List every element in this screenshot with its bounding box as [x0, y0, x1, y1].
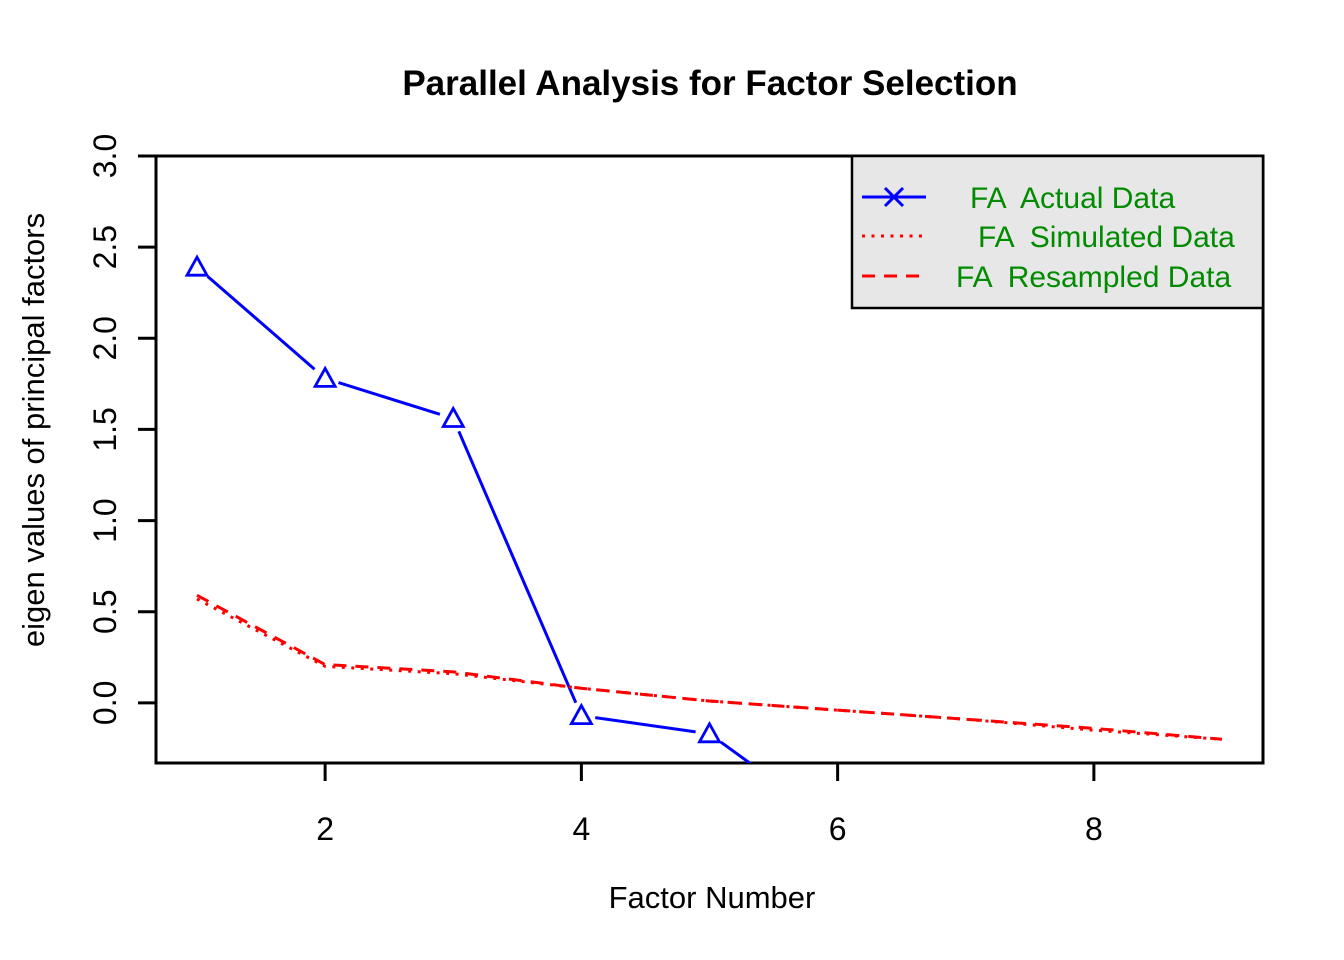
x-tick-label: 4: [572, 811, 590, 847]
x-tick-label: 2: [316, 811, 334, 847]
series-segment: [457, 430, 578, 704]
plot-box: [154, 154, 1265, 765]
plot-area: 0.0 0.5 1.0 1.5 2.0 2.5 3.0 2 4 6 8: [87, 134, 1265, 847]
series-segment: [338, 381, 441, 416]
x-marker-icon: [883, 186, 905, 208]
y-tick-label: 0.0: [87, 681, 123, 725]
x-axis-title: Factor Number: [609, 880, 816, 915]
legend-label-actual: FA Actual Data: [970, 182, 1175, 215]
triangle-marker-icon: [697, 720, 722, 744]
series-line: [196, 597, 1223, 741]
legend: FA Actual Data FA Simulated Data FA Resa…: [850, 154, 1265, 310]
y-tick-label: 1.5: [87, 407, 123, 451]
series-1: [196, 597, 1223, 741]
y-tick-label: 1.0: [87, 498, 123, 542]
legend-box: [850, 154, 1265, 310]
y-axis-title: eigen values of principal factors: [16, 213, 51, 647]
series-segment: [595, 716, 696, 734]
series-segment: [719, 740, 753, 763]
series-segment: [206, 275, 316, 371]
x-tick-label: 6: [829, 811, 847, 847]
legend-label-resampled: FA Resampled Data: [956, 261, 1231, 294]
series-0: [184, 254, 753, 763]
series-2: [196, 593, 1223, 741]
legend-label-simulated: FA Simulated Data: [978, 221, 1235, 254]
triangle-marker-icon: [312, 365, 338, 388]
triangle-marker-icon: [184, 254, 210, 277]
triangle-marker-icon: [440, 405, 466, 428]
y-tick-label: 2.5: [87, 225, 123, 269]
triangle-marker-icon: [568, 702, 594, 726]
y-tick-label: 0.5: [87, 589, 123, 633]
y-tick-label: 2.0: [87, 316, 123, 360]
chart-title: Parallel Analysis for Factor Selection: [402, 64, 1017, 103]
x-tick-label: 8: [1085, 811, 1103, 847]
y-tick-label: 3.0: [87, 134, 123, 178]
series-line: [196, 593, 1223, 741]
